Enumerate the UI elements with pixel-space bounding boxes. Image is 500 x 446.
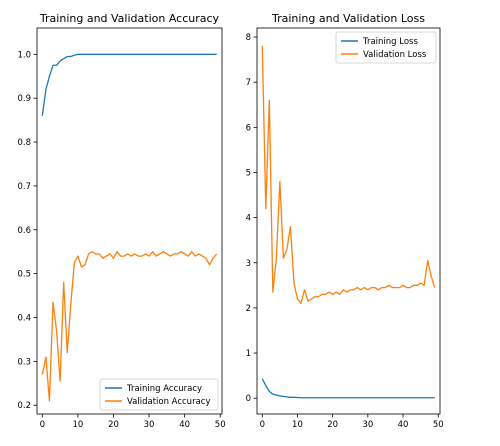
y-tick-label: 0.5 xyxy=(17,270,31,280)
x-tick-label: 0 xyxy=(40,420,45,430)
legend-label: Validation Accuracy xyxy=(127,397,210,407)
y-tick-label: 0 xyxy=(246,394,251,404)
x-tick-label: 0 xyxy=(260,420,265,430)
legend: Training Loss Validation Loss xyxy=(335,31,437,64)
y-tick-label: 0.7 xyxy=(17,182,31,192)
series-line-1 xyxy=(261,46,436,305)
y-tick-label: 5 xyxy=(246,168,251,178)
y-tick-label: 6 xyxy=(246,123,251,133)
y-tick-label: 0.8 xyxy=(17,138,31,148)
series-line-1 xyxy=(41,251,218,402)
y-tick-label: 1.0 xyxy=(17,50,31,60)
series-line-0 xyxy=(261,378,435,399)
y-tick-label: 3 xyxy=(246,259,251,269)
series-line-0 xyxy=(41,53,217,116)
y-tick-label: 0.4 xyxy=(17,314,31,324)
x-tick-label: 30 xyxy=(144,420,155,430)
y-tick-label: 0.6 xyxy=(17,226,31,236)
legend-label: Training Accuracy xyxy=(126,384,202,394)
y-tick-label: 8 xyxy=(246,33,251,43)
plot-frame xyxy=(36,27,223,415)
y-tick-label: 0.3 xyxy=(17,357,31,367)
y-tick-label: 0.2 xyxy=(17,401,31,411)
x-tick-label: 40 xyxy=(398,420,409,430)
x-tick-label: 20 xyxy=(327,420,338,430)
x-tick-label: 50 xyxy=(215,420,226,430)
y-tick-label: 7 xyxy=(246,78,251,88)
x-tick-label: 10 xyxy=(292,420,303,430)
legend: Training Accuracy Validation Accuracy xyxy=(99,378,219,411)
legend-label: Validation Loss xyxy=(363,50,427,60)
chart-0: Training and Validation Accuracy 0 10 20 30 4… xyxy=(17,12,225,430)
plot-frame xyxy=(256,27,441,415)
x-tick-label: 10 xyxy=(72,420,83,430)
chart-title: Training and Validation Loss xyxy=(271,12,425,25)
y-tick-label: 2 xyxy=(246,304,251,314)
chart-1: Training and Validation Loss 0 10 20 30 40 50 0… xyxy=(246,12,444,430)
x-tick-label: 40 xyxy=(179,420,190,430)
x-tick-label: 30 xyxy=(362,420,373,430)
chart-title: Training and Validation Accuracy xyxy=(39,12,220,25)
x-tick-label: 20 xyxy=(108,420,119,430)
legend-label: Training Loss xyxy=(362,37,418,47)
y-tick-label: 4 xyxy=(246,214,251,224)
y-tick-label: 1 xyxy=(246,349,251,359)
x-tick-label: 50 xyxy=(433,420,444,430)
legend-box xyxy=(99,378,219,411)
legend-box xyxy=(335,31,437,64)
y-tick-label: 0.9 xyxy=(17,94,31,104)
